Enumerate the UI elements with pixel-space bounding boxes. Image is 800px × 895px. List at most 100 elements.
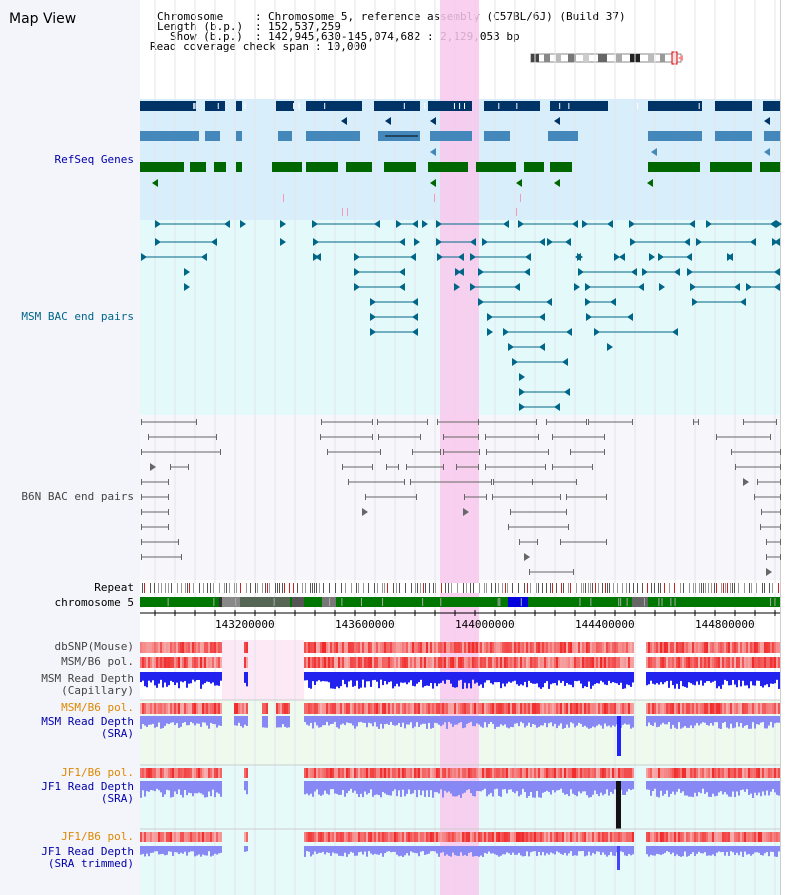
msm-depth-bar	[442, 672, 444, 681]
dbsnp-heat-cell	[646, 642, 648, 653]
jf1-sra-depth-bar	[400, 781, 402, 797]
jf1-trim-depth-bar	[364, 846, 366, 852]
msm-depth-bar	[648, 672, 650, 685]
jf1-pol2-heat-cell	[468, 832, 470, 842]
jf1-pol-heat-cell	[306, 768, 308, 778]
jf1-pol2-heat-cell	[158, 832, 160, 842]
msm-depth-bar	[188, 672, 190, 684]
jf1-pol-heat-cell	[726, 768, 728, 778]
msm-pol2-heat-cell	[166, 703, 168, 714]
jf1-depth-sra-label[interactable]: JF1 Read Depth	[41, 780, 134, 793]
dbsnp-heat-cell	[692, 642, 694, 653]
msm-pol2-heat-cell	[668, 703, 670, 714]
jf1-sra-depth-bar	[354, 781, 356, 791]
msm-b6-pol-2-label[interactable]: MSM/B6 pol.	[61, 701, 134, 714]
jf1-pol2-heat-cell	[744, 832, 746, 842]
jf1-sra-depth-bar	[342, 781, 344, 791]
dbsnp-heat-cell	[402, 642, 404, 653]
jf1-pol2-heat-cell	[574, 832, 576, 842]
gene-arrow	[385, 117, 391, 125]
jf1-pol-heat-cell	[340, 768, 342, 778]
dbsnp-label[interactable]: dbSNP(Mouse)	[54, 640, 134, 653]
msm-pol-heat-cell	[516, 657, 518, 668]
msm-sra-depth-bar	[612, 716, 614, 726]
jf1-pol-heat-cell	[544, 768, 546, 778]
msm-depth-bar	[174, 672, 176, 686]
jf1-trim-depth-bar	[516, 846, 518, 855]
msm-depth-bar	[220, 672, 222, 681]
msm-sra-depth-bar	[570, 716, 572, 723]
dbsnp-heat-cell	[570, 642, 572, 653]
msm-depth-bar	[560, 672, 562, 683]
dbsnp-heat-cell	[550, 642, 552, 653]
msm-sra-depth-bar	[140, 716, 142, 729]
msm-pol-heat-cell	[594, 657, 596, 668]
msm-sra-depth-bar	[454, 716, 456, 725]
dbsnp-heat-cell	[472, 642, 474, 653]
msm-pol-heat-cell	[154, 657, 156, 668]
msm-pol-heat-cell	[552, 657, 554, 668]
msm-pol2-heat-cell	[506, 703, 508, 714]
msm-pol-heat-cell	[480, 657, 482, 668]
msm-sra-depth-bar	[556, 716, 558, 729]
msm-depth-bar	[674, 672, 676, 689]
msm-sra-depth-bar	[244, 716, 246, 725]
jf1-sra-depth-bar	[366, 781, 368, 795]
dbsnp-heat-cell	[512, 642, 514, 653]
repeat-mark	[542, 583, 543, 593]
jf1-pol-heat-cell	[756, 768, 758, 778]
msm-depth-bar	[318, 672, 320, 681]
jf1-trim-depth-bar	[586, 846, 588, 856]
msm-pol2-heat-cell	[654, 703, 656, 714]
msm-pol2-heat-cell	[704, 703, 706, 714]
jf1-pol-heat-cell	[430, 768, 432, 778]
jf1-pol-heat-cell	[774, 768, 776, 778]
jf1-sra-depth-bar	[614, 781, 616, 790]
msm-pol-heat-cell	[650, 657, 652, 668]
msm-b6-pol-label[interactable]: MSM/B6 pol.	[61, 655, 134, 668]
msm-depth-cap-label[interactable]: MSM Read Depth	[41, 672, 134, 685]
jf1-b6-pol-2-label[interactable]: JF1/B6 pol.	[61, 830, 134, 843]
msm-sra-depth-bar	[690, 716, 692, 726]
msm-depth-bar	[760, 672, 762, 687]
jf1-trim-depth-bar	[456, 846, 458, 856]
jf1-pol-heat-cell	[216, 768, 218, 778]
jf1-sra-depth-bar	[720, 781, 722, 792]
refseq-genes-label[interactable]: RefSeq Genes	[54, 153, 134, 166]
msm-depth-bar	[372, 672, 374, 681]
repeat-mark	[491, 583, 492, 593]
msm-pol-heat-cell	[352, 657, 354, 668]
jf1-trim-depth-bar	[186, 846, 188, 856]
jf1-depth-trim-label[interactable]: JF1 Read Depth	[41, 845, 134, 858]
jf1-pol-heat-cell	[706, 768, 708, 778]
jf1-pol2-heat-cell	[650, 832, 652, 842]
jf1-b6-pol-label[interactable]: JF1/B6 pol.	[61, 766, 134, 779]
bac-end-tick	[588, 419, 589, 425]
dbsnp-heat-cell	[414, 642, 416, 653]
msm-bac-label[interactable]: MSM BAC end pairs	[21, 310, 134, 323]
jf1-pol2-heat-cell	[688, 832, 690, 842]
jf1-sra-depth-bar	[602, 781, 604, 796]
jf1-trim-depth-bar	[726, 846, 728, 853]
dbsnp-heat-cell	[590, 642, 592, 653]
jf1-pol2-heat-cell	[732, 832, 734, 842]
b6n-bac-label[interactable]: B6N BAC end pairs	[21, 490, 134, 503]
jf1-pol2-heat-cell	[336, 832, 338, 842]
jf1-trim-depth-bar	[178, 846, 180, 855]
msm-pol2-heat-cell	[430, 703, 432, 714]
msm-pol-heat-cell	[502, 657, 504, 668]
dbsnp-heat-cell	[382, 642, 384, 653]
dbsnp-heat-cell	[436, 642, 438, 653]
jf1-pol2-heat-cell	[760, 832, 762, 842]
dbsnp-heat-cell	[500, 642, 502, 653]
msm-depth-sra-label[interactable]: MSM Read Depth	[41, 715, 134, 728]
jf1-sra-depth-bar	[508, 781, 510, 790]
repeat-mark	[536, 583, 537, 593]
dbsnp-heat-cell	[460, 642, 462, 653]
jf1-trim-depth-bar	[402, 846, 404, 857]
jf1-pol2-heat-cell	[456, 832, 458, 842]
bac-end-marker	[410, 253, 416, 261]
jf1-pol2-heat-cell	[648, 832, 650, 842]
msm-pol-heat-cell	[346, 657, 348, 668]
